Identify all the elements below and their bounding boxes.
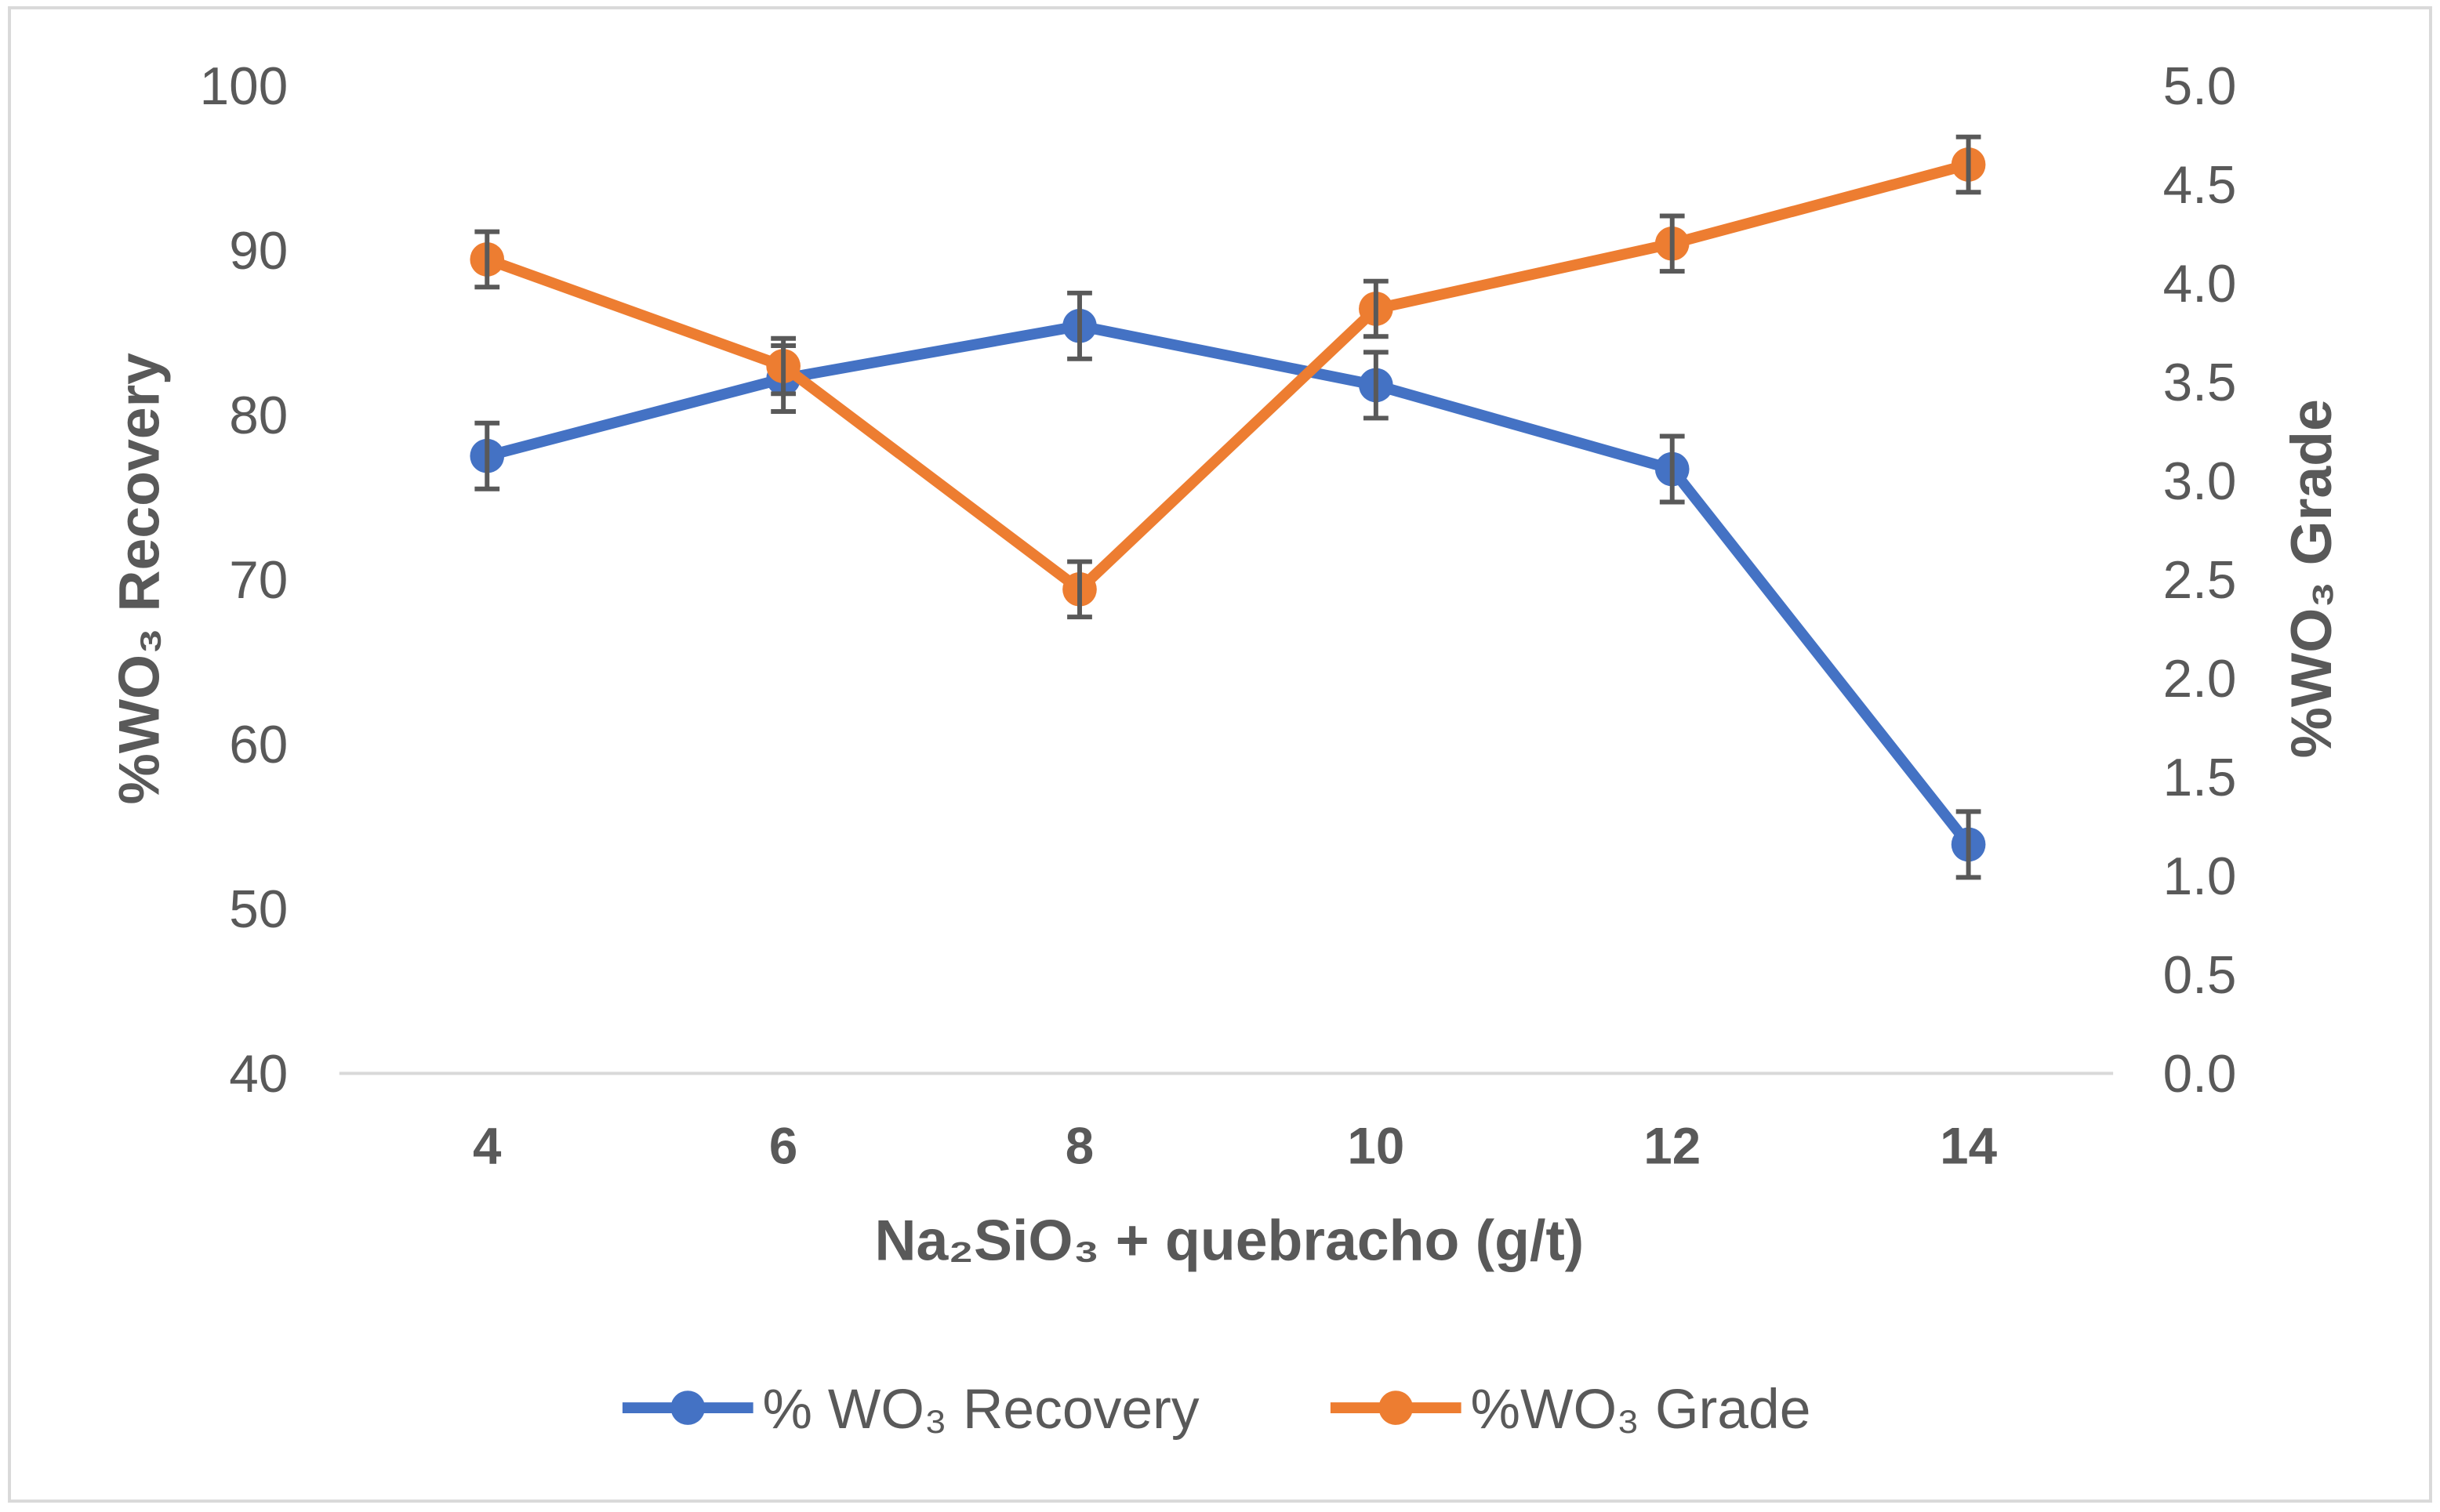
error-bar	[1659, 433, 1685, 505]
y2-tick-label: 4.5	[2163, 156, 2237, 215]
error-bar	[1363, 350, 1389, 421]
y2-tick-label: 4.0	[2163, 255, 2237, 314]
error-bar	[1363, 278, 1389, 339]
y2-tick-label: 1.0	[2163, 847, 2237, 906]
chart-border	[8, 5, 2432, 1503]
x-axis-title: Na₂SiO₃ + quebracho (g/t)	[875, 1208, 1585, 1272]
x-tick-label: 6	[769, 1117, 797, 1174]
x-tick-label: 4	[473, 1117, 502, 1174]
error-bar	[474, 420, 500, 491]
error-bar	[1067, 559, 1092, 620]
error-bar	[1955, 809, 1981, 880]
x-tick-label: 14	[1940, 1117, 1997, 1174]
y-axis-right-ticks: 0.0 0.5 1.0 1.5 2.0 2.5 3.0 3.5 4.0 4.5 5.0	[2163, 57, 2237, 1104]
y-tick-label: 40	[229, 1045, 288, 1104]
y-tick-label: 80	[229, 386, 288, 445]
legend-marker-grade	[1378, 1391, 1414, 1425]
series-grade	[470, 134, 1986, 620]
error-bar	[1659, 213, 1685, 274]
y-tick-label: 100	[200, 57, 289, 116]
y-tick-label: 50	[229, 880, 288, 939]
y2-tick-label: 2.5	[2163, 551, 2237, 610]
legend: % WO₃ Recovery %WO₃ Grade	[622, 1378, 1811, 1441]
y2-tick-label: 3.5	[2163, 354, 2237, 412]
y2-tick-label: 0.5	[2163, 946, 2237, 1005]
x-axis-ticks: 4 6 8 10 12 14	[473, 1117, 1998, 1174]
y2-tick-label: 0.0	[2163, 1045, 2237, 1104]
y-tick-label: 60	[229, 716, 288, 774]
y2-tick-label: 5.0	[2163, 57, 2237, 116]
x-tick-label: 10	[1347, 1117, 1404, 1174]
legend-label-grade: %WO₃ Grade	[1471, 1378, 1811, 1441]
y-tick-label: 70	[229, 551, 288, 610]
x-tick-label: 8	[1066, 1117, 1094, 1174]
series-line	[485, 320, 1973, 848]
error-bar	[1067, 290, 1092, 361]
y2-tick-label: 3.0	[2163, 452, 2237, 511]
series-recovery	[470, 290, 1986, 880]
y2-tick-label: 1.5	[2163, 749, 2237, 807]
series-line	[485, 159, 1970, 595]
y2-tick-label: 2.0	[2163, 650, 2237, 709]
error-bar	[1955, 134, 1981, 195]
y-axis-right-title: %WO₃ Grade	[2279, 399, 2344, 758]
legend-marker-recovery	[670, 1391, 706, 1425]
error-bar	[474, 229, 500, 290]
y-axis-left-title: %WO₃ Recovery	[107, 353, 172, 805]
series-layer	[470, 134, 1986, 880]
legend-label-recovery: % WO₃ Recovery	[763, 1378, 1200, 1441]
error-bar	[771, 335, 797, 397]
x-tick-label: 12	[1643, 1117, 1701, 1174]
y-axis-left-ticks: 40 50 60 70 80 90 100	[200, 57, 289, 1104]
y-tick-label: 90	[229, 222, 288, 281]
